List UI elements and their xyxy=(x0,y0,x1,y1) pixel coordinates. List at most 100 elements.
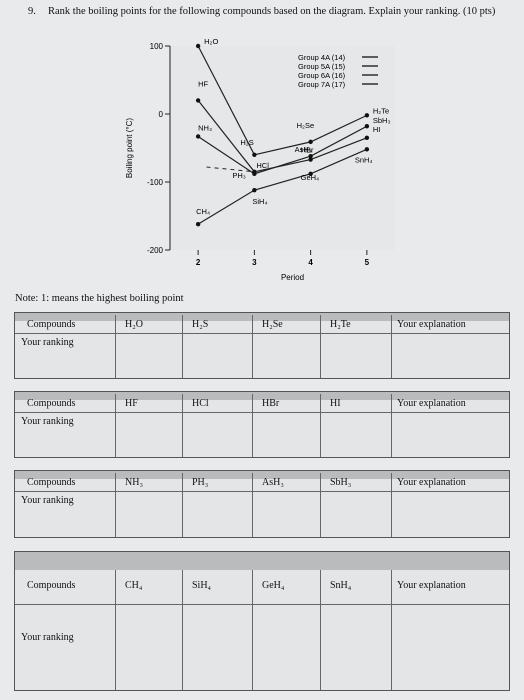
data-point xyxy=(364,135,370,140)
ranking-answer-cell[interactable] xyxy=(184,414,250,455)
point-label: HI xyxy=(373,125,381,134)
column-divider xyxy=(320,570,321,690)
data-point xyxy=(252,152,257,157)
x-tick-label: 3 xyxy=(252,258,257,267)
point-label: NH₃ xyxy=(198,123,212,132)
y-tick-label: 0 xyxy=(159,110,164,119)
legend-label: Group 4A (14) xyxy=(298,53,346,62)
data-point xyxy=(195,134,201,139)
point-label: H₂Te xyxy=(373,106,389,115)
ranking-answer-cell[interactable] xyxy=(184,606,250,688)
ranking-answer-cell[interactable] xyxy=(393,335,507,376)
boiling-point-chart: 100 0 -100 -200 2 3 4 5 Period Boiling point (°C)… xyxy=(125,38,395,282)
ranking-answer-cell[interactable] xyxy=(254,414,318,455)
ranking-block: Compounds CH₄ SiH₄ GeH₄ SnH₄ Your explanation… xyxy=(14,551,510,691)
ranking-label: Your ranking xyxy=(21,632,74,643)
compound-cell: HI xyxy=(330,398,341,409)
ranking-answer-cell[interactable] xyxy=(254,606,318,688)
ranking-answer-cell[interactable] xyxy=(117,335,180,376)
explanation-header: Your explanation xyxy=(397,580,466,591)
ranking-answer-cell[interactable] xyxy=(322,414,389,455)
ranking-answer-cell[interactable] xyxy=(117,606,180,688)
ranking-answer-cell[interactable] xyxy=(322,493,389,535)
compound-cell: H₂Te xyxy=(330,319,351,330)
ranking-answer-cell[interactable] xyxy=(117,493,180,535)
column-divider xyxy=(182,315,183,378)
compound-cell: NH₃ xyxy=(125,477,143,488)
column-divider xyxy=(391,394,392,457)
data-point xyxy=(252,169,257,174)
ranking-answer-cell[interactable] xyxy=(393,493,507,535)
column-divider xyxy=(391,315,392,378)
ranking-label: Your ranking xyxy=(21,337,74,348)
compound-cell: SnH₄ xyxy=(330,580,352,591)
column-divider xyxy=(391,473,392,537)
column-divider xyxy=(182,570,183,690)
point-label: H₂Se xyxy=(297,121,315,130)
compounds-label: Compounds xyxy=(27,477,76,488)
compound-cell: PH₃ xyxy=(192,477,209,488)
x-tick-label: 2 xyxy=(196,258,201,267)
column-divider xyxy=(252,473,253,537)
column-divider xyxy=(115,473,116,537)
compound-cell: SbH₃ xyxy=(330,477,352,488)
point-label: PH₃ xyxy=(232,171,245,180)
column-divider xyxy=(320,315,321,378)
data-point xyxy=(364,113,370,118)
ranking-answer-cell[interactable] xyxy=(393,414,507,455)
legend-label: Group 7A (17) xyxy=(298,80,346,89)
ranking-answer-cell[interactable] xyxy=(254,335,318,376)
column-divider xyxy=(115,570,116,690)
block-header-shade xyxy=(15,313,509,321)
ranking-answer-cell[interactable] xyxy=(393,606,507,688)
row-divider xyxy=(15,604,509,605)
compounds-label: Compounds xyxy=(27,319,76,330)
x-tick-label: 4 xyxy=(308,258,313,267)
point-label: SnH₄ xyxy=(355,155,373,164)
column-divider xyxy=(182,473,183,537)
column-divider xyxy=(252,394,253,457)
column-divider xyxy=(391,570,392,690)
legend-label: Group 5A (15) xyxy=(298,62,346,71)
data-point xyxy=(308,139,313,145)
point-label: HBr xyxy=(301,146,314,155)
explanation-header: Your explanation xyxy=(397,477,466,488)
block-header-shade xyxy=(15,552,509,570)
block-header-shade xyxy=(15,471,509,479)
ranking-answer-cell[interactable] xyxy=(184,493,250,535)
ranking-answer-cell[interactable] xyxy=(184,335,250,376)
ranking-answer-cell[interactable] xyxy=(254,493,318,535)
ranking-answer-cell[interactable] xyxy=(322,606,389,688)
explanation-header: Your explanation xyxy=(397,319,466,330)
ranking-label: Your ranking xyxy=(21,416,74,427)
ranking-block: Compounds H₂O H₂S H₂Se H₂Te Your explanation Y… xyxy=(14,312,510,379)
question-text: Rank the boiling points for the followin… xyxy=(48,6,496,17)
column-divider xyxy=(320,473,321,537)
series-line xyxy=(197,100,368,173)
compound-cell: CH₄ xyxy=(125,580,143,591)
ranking-answer-cell[interactable] xyxy=(117,414,180,455)
data-point xyxy=(195,221,201,227)
data-point xyxy=(364,147,370,152)
compound-cell: SiH₄ xyxy=(192,580,212,591)
ranking-answer-cell[interactable] xyxy=(322,335,389,376)
row-divider xyxy=(15,491,509,492)
compound-cell: GeH₄ xyxy=(262,580,285,591)
row-divider xyxy=(15,412,509,413)
compounds-label: Compounds xyxy=(27,580,76,591)
column-divider xyxy=(252,570,253,690)
column-divider xyxy=(115,394,116,457)
point-label: CH₄ xyxy=(196,207,210,216)
ranking-block: Compounds NH₃ PH₃ AsH₃ SbH₃ Your explanation Y… xyxy=(14,470,510,538)
explanation-header: Your explanation xyxy=(397,398,466,409)
y-tick-label: -100 xyxy=(147,178,164,187)
series-line xyxy=(197,45,368,156)
compound-cell: AsH₃ xyxy=(262,477,284,488)
y-tick-label: -200 xyxy=(147,246,164,255)
x-tick-label: 5 xyxy=(365,258,370,267)
ranking-note: Note: 1: means the highest boiling point xyxy=(15,293,184,304)
y-axis-label: Boiling point (°C) xyxy=(125,118,134,178)
data-point xyxy=(308,157,313,162)
column-divider xyxy=(182,394,183,457)
point-label: HCl xyxy=(256,161,269,170)
